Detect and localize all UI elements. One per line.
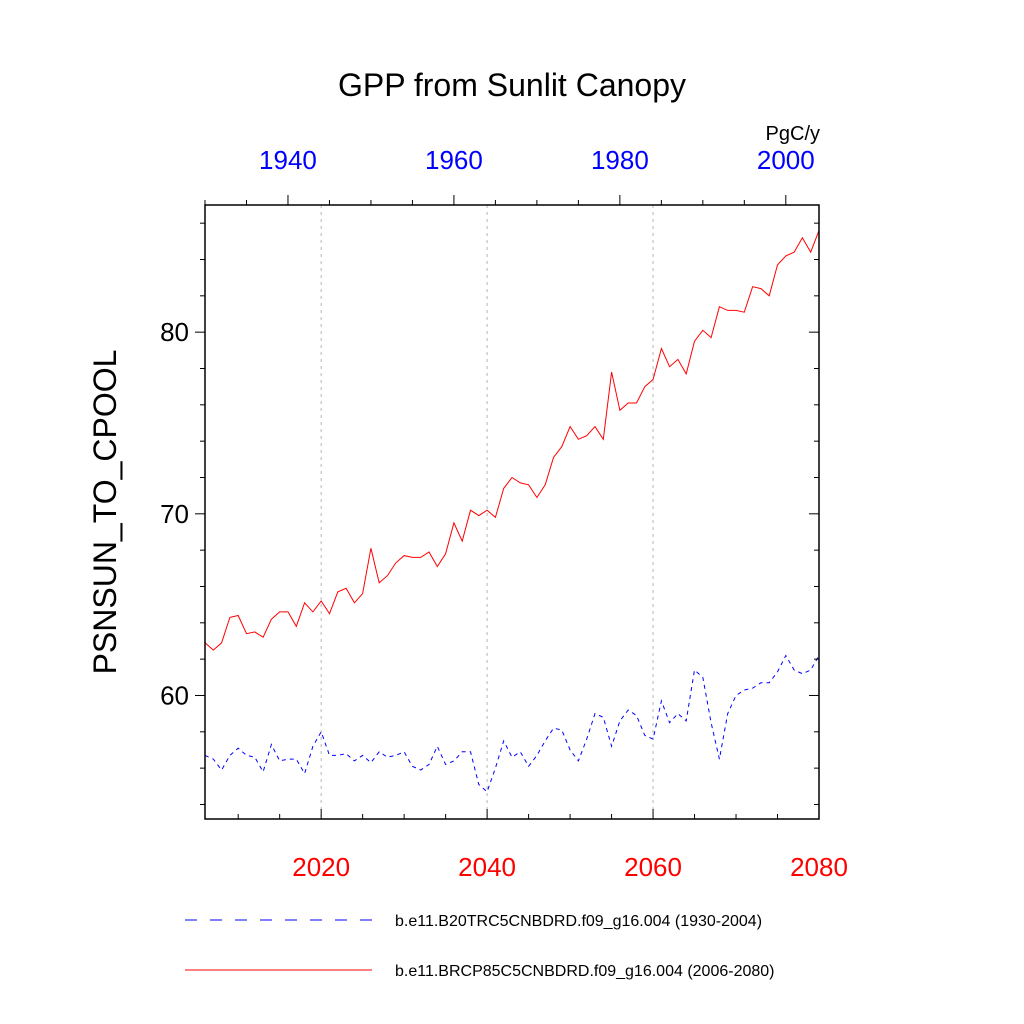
grid-lines [320, 205, 654, 819]
chart-title: GPP from Sunlit Canopy [338, 67, 686, 103]
y-axis-tick-label: 70 [160, 499, 189, 529]
top-axis-tick-label: 1940 [259, 145, 317, 175]
y-axis-tick-label: 60 [160, 680, 189, 710]
top-axis-tick-label: 1960 [425, 145, 483, 175]
top-axis-tick-label: 1980 [591, 145, 649, 175]
bottom-axis-tick-label: 2040 [458, 852, 516, 882]
top-axis-tick-label: 2000 [757, 145, 815, 175]
bottom-axis-tick-label: 2080 [790, 852, 848, 882]
bottom-axis-tick-label: 2020 [292, 852, 350, 882]
series-line-historical [204, 654, 820, 793]
legend-label: b.e11.BRCP85C5CNBDRD.f09_g16.004 (2006-2… [395, 963, 774, 980]
bottom-axis-tick-label: 2060 [624, 852, 682, 882]
y-axis-label: PSNSUN_TO_CPOOL [87, 350, 123, 675]
series-line-rcp85 [204, 230, 820, 651]
axes: 2020 2040 2060 2080 1940 1960 1980 2000 60 70 80 [160, 145, 848, 882]
plot-frame [204, 204, 820, 820]
legend-label: b.e11.B20TRC5CNBDRD.f09_g16.004 (1930-20… [395, 913, 762, 930]
legend: b.e11.B20TRC5CNBDRD.f09_g16.004 (1930-20… [185, 913, 774, 980]
y-axis-tick-label: 80 [160, 317, 189, 347]
series-lines [204, 230, 820, 793]
units-label: PgC/y [766, 123, 820, 145]
